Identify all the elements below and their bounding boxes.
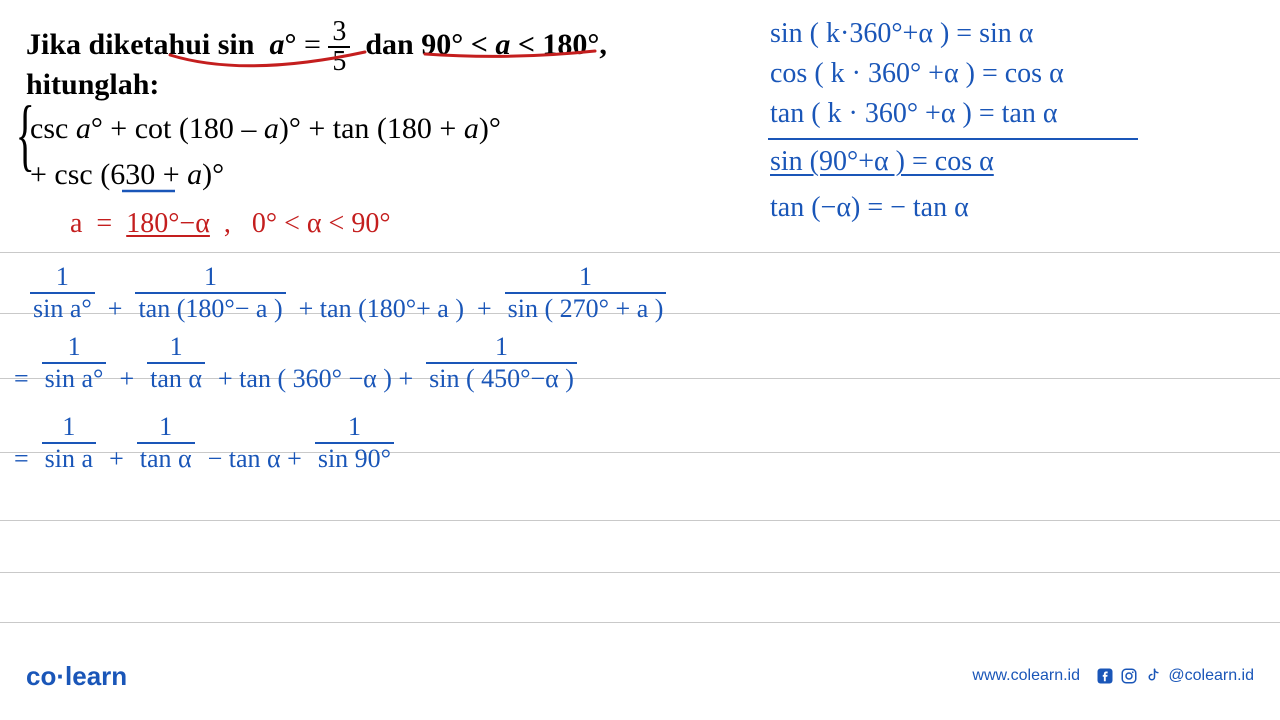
den: tan (180°− a ) (135, 294, 285, 324)
footer-url: www.colearn.id (972, 667, 1080, 685)
work-line-3: = 1 sin a + 1 tan α − tan α + 1 sin 90° (14, 412, 394, 474)
num: 1 (137, 412, 195, 444)
numerator: 3 (328, 18, 350, 48)
work-line-1: 1 sin a° + 1 tan (180°− a ) + tan (180°+… (30, 262, 666, 324)
equals: = (14, 364, 29, 393)
instagram-icon (1120, 667, 1138, 685)
term: − tan α + (208, 444, 302, 473)
fraction-3-5: 3 5 (328, 18, 350, 76)
identity-sin90: sin (90°+α ) = cos α (770, 146, 994, 178)
identity-tan-neg: tan (−α) = − tan α (770, 192, 969, 224)
term: + tan (180°+ a ) (299, 294, 464, 323)
ruled-line (0, 622, 1280, 623)
equals: = (304, 28, 321, 61)
num: 1 (30, 262, 95, 294)
denominator: 5 (328, 48, 350, 76)
ruled-line (0, 252, 1280, 253)
num: 1 (426, 332, 577, 364)
term: + tan ( 360° −α ) + (218, 364, 413, 393)
frac-1-sina: 1 sin a° (30, 262, 95, 324)
den: sin a (42, 444, 96, 474)
problem-line-2: hitunglah: (26, 68, 159, 102)
num: 1 (135, 262, 285, 294)
footer-handle: @colearn.id (1168, 667, 1254, 685)
colearn-logo: co·learn (26, 661, 127, 692)
equals: = (14, 444, 29, 473)
logo-dot: · (56, 661, 65, 691)
frac-1-tanalpha: 1 tan α (137, 412, 195, 474)
problem-line-3: csc a° + cot (180 – a)° + tan (180 + a)° (30, 112, 501, 146)
den: sin a° (42, 364, 107, 394)
frac-1-tan180-a: 1 tan (180°− a ) (135, 262, 285, 324)
frac-1-tanalpha: 1 tan α (147, 332, 205, 394)
den: sin a° (30, 294, 95, 324)
problem-line-4: + csc (630 + a)° (30, 158, 224, 192)
num: 1 (505, 262, 667, 294)
den: tan α (137, 444, 195, 474)
frac-1-sin270a: 1 sin ( 270° + a ) (505, 262, 667, 324)
identity-sin: sin ( k·360°+α ) = sin α (770, 18, 1033, 50)
num: 1 (315, 412, 394, 444)
frac-1-sina: 1 sin a (42, 412, 96, 474)
identity-cos: cos ( k · 360° +α ) = cos α (770, 58, 1064, 90)
logo-part-a: co (26, 661, 56, 691)
den: sin ( 270° + a ) (505, 294, 667, 324)
frac-1-sin450: 1 sin ( 450°−α ) (426, 332, 577, 394)
identity-separator (768, 138, 1138, 140)
ruled-line (0, 572, 1280, 573)
red-substitution: a = 180°−α , 0° < α < 90° (70, 208, 391, 240)
ruled-line (0, 520, 1280, 521)
num: 1 (42, 412, 96, 444)
footer-social: @colearn.id (1096, 667, 1254, 685)
frac-1-sin90: 1 sin 90° (315, 412, 394, 474)
den: tan α (147, 364, 205, 394)
work-line-2: = 1 sin a° + 1 tan α + tan ( 360° −α ) +… (14, 332, 577, 394)
identity-tan: tan ( k · 360° +α ) = tan α (770, 98, 1058, 130)
frac-1-sina: 1 sin a° (42, 332, 107, 394)
num: 1 (42, 332, 107, 364)
tiktok-icon (1144, 667, 1162, 685)
problem-var: a (262, 28, 285, 61)
num: 1 (147, 332, 205, 364)
logo-part-b: learn (65, 661, 127, 691)
den: sin 90° (315, 444, 394, 474)
den: sin ( 450°−α ) (426, 364, 577, 394)
problem-text: Jika diketahui sin (26, 28, 254, 61)
facebook-icon (1096, 667, 1114, 685)
footer: co·learn www.colearn.id @colearn.id (0, 656, 1280, 696)
